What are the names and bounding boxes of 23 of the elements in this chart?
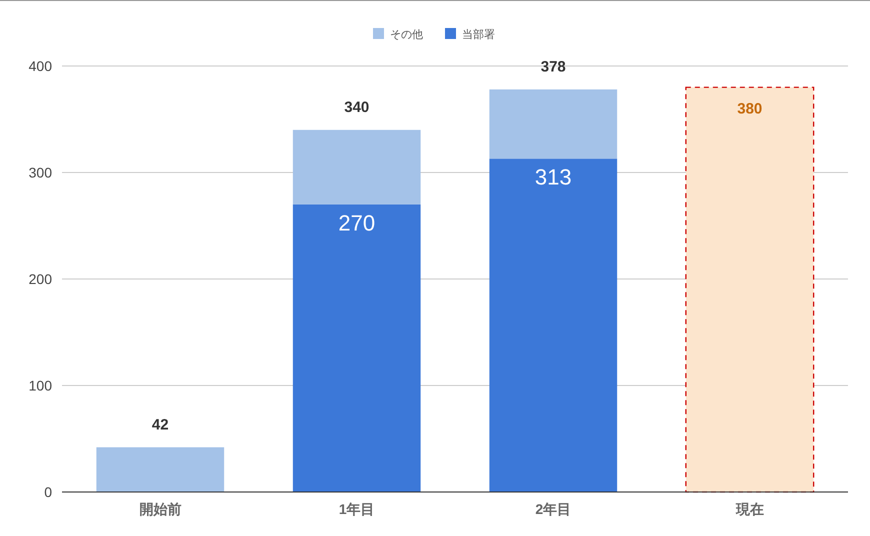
total-label: 378 <box>540 58 566 76</box>
bar <box>96 447 224 492</box>
x-tick-label: 開始前 <box>139 501 182 517</box>
y-tick-label: 400 <box>28 58 52 74</box>
legend-label: 当部署 <box>462 28 495 41</box>
y-tick-label: 200 <box>28 270 52 287</box>
data-label: 380 <box>737 100 762 118</box>
total-label: 42 <box>152 416 169 434</box>
legend-label: その他 <box>390 28 423 41</box>
bar <box>292 204 421 492</box>
bar <box>489 89 618 159</box>
bar <box>685 86 814 493</box>
y-tick-label: 300 <box>28 164 52 180</box>
x-tick-label: 2年目 <box>535 501 572 517</box>
y-tick-label: 0 <box>44 484 52 500</box>
x-tick-label: 1年目 <box>338 501 375 517</box>
bar <box>292 130 421 204</box>
data-label: 270 <box>338 210 376 236</box>
data-label: 313 <box>534 164 572 190</box>
y-tick-label: 100 <box>28 377 52 394</box>
total-label: 340 <box>344 98 370 116</box>
bar <box>489 158 618 492</box>
x-tick-label: 現在 <box>734 501 764 517</box>
